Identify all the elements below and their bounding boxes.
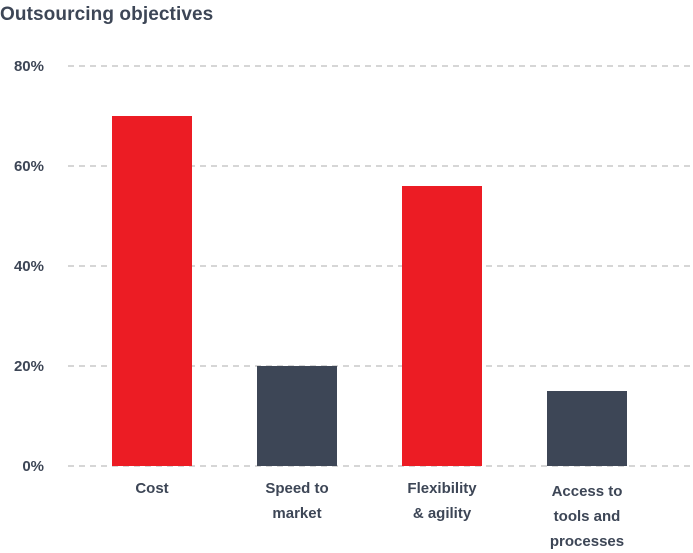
- y-tick-label: 20%: [14, 358, 44, 375]
- y-tick-label: 40%: [14, 258, 44, 275]
- y-tick-label: 0%: [22, 458, 44, 475]
- chart-title: Outsourcing objectives: [0, 4, 214, 25]
- category-label: Speed to: [265, 480, 328, 497]
- category-label: & agility: [413, 505, 472, 522]
- category-label: Cost: [135, 480, 168, 497]
- category-label: processes: [550, 533, 624, 550]
- x-axis-category-labels: Cost Speed to market Flexibility & agility Ac…: [135, 480, 624, 550]
- bar: [547, 391, 627, 466]
- bar: [402, 186, 482, 466]
- category-label: market: [272, 505, 321, 522]
- y-tick-label: 80%: [14, 58, 44, 75]
- bars: [112, 116, 627, 466]
- y-axis-tick-labels: 0% 20% 40% 60% 80%: [14, 58, 44, 475]
- category-label: Flexibility: [407, 480, 477, 497]
- y-tick-label: 60%: [14, 158, 44, 175]
- bar: [257, 366, 337, 466]
- category-label: tools and: [554, 508, 621, 525]
- category-label: Access to: [552, 483, 623, 500]
- bar: [112, 116, 192, 466]
